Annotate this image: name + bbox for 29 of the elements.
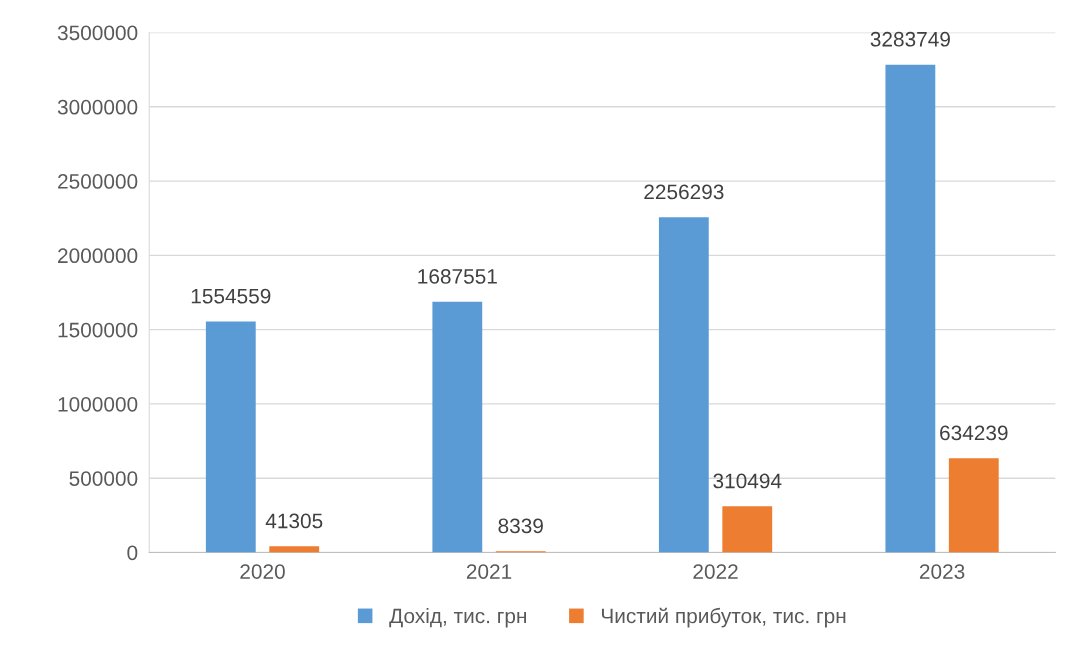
x-tick-label: 2023 bbox=[919, 564, 965, 579]
y-tick-label: 500000 bbox=[69, 471, 138, 486]
data-label: 310494 bbox=[713, 473, 782, 489]
data-label: 41305 bbox=[265, 513, 323, 529]
bar bbox=[658, 217, 709, 553]
legend-label: Чистий прибуток, тис. грн bbox=[601, 607, 846, 628]
bar bbox=[948, 458, 999, 553]
data-label: 8339 bbox=[498, 518, 543, 534]
y-tick-label: 1500000 bbox=[58, 322, 138, 338]
data-label: 3283749 bbox=[870, 31, 950, 47]
y-tick-label: 0 bbox=[127, 545, 138, 561]
data-label: 2256293 bbox=[644, 184, 724, 200]
y-tick-label: 1000000 bbox=[58, 396, 138, 412]
x-tick-label: 2020 bbox=[240, 564, 285, 579]
data-label: 1554559 bbox=[191, 288, 271, 304]
bar bbox=[269, 546, 320, 553]
x-tick-label: 2021 bbox=[466, 564, 512, 579]
bar bbox=[432, 301, 483, 553]
bar bbox=[205, 321, 256, 553]
data-label: 634239 bbox=[940, 425, 1008, 441]
y-tick-label: 2500000 bbox=[58, 174, 138, 189]
y-tick-label: 3500000 bbox=[57, 25, 138, 41]
legend-label: Дохід, тис. грн bbox=[389, 608, 526, 628]
bar bbox=[722, 506, 773, 553]
data-label: 1687551 bbox=[418, 269, 497, 284]
y-tick-label: 2000000 bbox=[58, 248, 138, 264]
y-tick-label: 3000000 bbox=[57, 99, 138, 115]
x-tick-label: 2022 bbox=[693, 564, 738, 579]
bar bbox=[885, 64, 936, 553]
